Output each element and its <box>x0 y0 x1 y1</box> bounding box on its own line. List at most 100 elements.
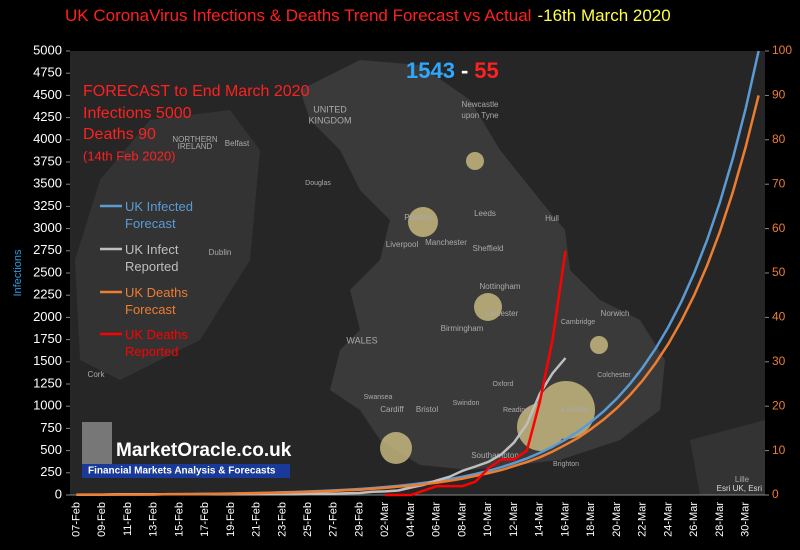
series-line <box>76 95 760 496</box>
headline-counts: 1543-55 <box>406 58 499 83</box>
y-tick-label: 3750 <box>33 153 62 168</box>
x-tick-label: 25-Feb <box>302 502 314 537</box>
x-tick-label: 27-Feb <box>328 502 340 537</box>
map-land <box>75 110 260 380</box>
y-tick-label: 2500 <box>33 264 62 279</box>
map-bubbles <box>380 152 608 464</box>
map-label: WALES <box>346 335 377 345</box>
y2-tick-label: 30 <box>772 354 786 368</box>
map-label: Lille <box>735 475 750 484</box>
infected-count: 1543 <box>406 58 455 83</box>
y-tick-label: 1750 <box>33 331 62 346</box>
map-label: Leicester <box>486 309 519 318</box>
logo-bar <box>82 464 290 478</box>
y-tick-label: 4000 <box>33 131 62 146</box>
map-label: Dublin <box>209 248 232 257</box>
map-label: Brighton <box>553 461 579 468</box>
map-label: KINGDOM <box>308 115 351 125</box>
map-label: Reading <box>503 407 529 414</box>
y2-tick-label: 100 <box>772 43 792 57</box>
map-label: Douglas <box>305 180 331 187</box>
y-tick-label: 3250 <box>33 198 62 213</box>
map-label: Cork <box>88 370 106 379</box>
series-line <box>385 250 567 497</box>
map-label: Manchester <box>425 238 467 247</box>
x-tick-label: 12-Mar <box>508 502 520 537</box>
y-tick-label: 3500 <box>33 176 62 191</box>
y-tick-label: 3000 <box>33 220 62 235</box>
x-tick-label: 13-Feb <box>148 502 160 537</box>
y-tick-label: 250 <box>40 464 62 479</box>
x-tick-label: 22-Mar <box>637 502 649 537</box>
map-label: Nottingham <box>480 282 521 291</box>
x-tick-label: 08-Mar <box>456 502 468 537</box>
y2-tick-label: 0 <box>772 487 779 501</box>
legend-label: UK Deaths Forecast <box>125 285 188 317</box>
y-tick-label: 4500 <box>33 87 62 102</box>
map-label: Sheffield <box>473 244 504 253</box>
map-bubble <box>474 293 502 321</box>
x-tick-label: 19-Feb <box>225 502 237 537</box>
map-label: Newcastle <box>462 100 499 109</box>
forecast-note: Infections 5000 <box>83 105 192 122</box>
map-label: Oxford <box>492 381 513 388</box>
map-label: Bristol <box>416 405 438 414</box>
forecast-note: Deaths 90 <box>83 126 156 143</box>
y2-tick-label: 70 <box>772 176 786 190</box>
y-tick-label: 4250 <box>33 109 62 124</box>
logo: MarketOracle.co.uk Financial Markets Ana… <box>82 422 292 478</box>
map-label: UNITED <box>313 104 347 114</box>
map-label: Cambridge <box>561 319 595 326</box>
legend-label: UK Infected Forecast <box>125 199 193 231</box>
attribution: Esri UK, Esri <box>717 484 763 493</box>
separator: - <box>461 58 468 83</box>
y-tick-label: 1000 <box>33 398 62 413</box>
deaths-count: 55 <box>474 58 498 83</box>
y-tick-label: 0 <box>55 486 62 501</box>
map-label: Colchester <box>597 372 631 379</box>
legend-label: UK Deaths Reported <box>125 327 188 359</box>
y-tick-label: 2750 <box>33 242 62 257</box>
y2-tick-label: 60 <box>772 221 786 235</box>
x-tick-label: 26-Mar <box>688 502 700 537</box>
map-label: London <box>562 405 589 414</box>
x-tick-label: 20-Mar <box>611 502 623 537</box>
map-bubble <box>380 432 412 464</box>
map-bubble <box>466 152 484 170</box>
map-label: Birmingham <box>441 324 484 333</box>
title: UK CoronaVirus Infections & Deaths Trend… <box>65 6 531 25</box>
x-tick-label: 15-Feb <box>173 502 185 537</box>
x-tick-label: 18-Mar <box>585 502 597 537</box>
x-tick-label: 11-Feb <box>122 502 134 536</box>
forecast-note: FORECAST to End March 2020 <box>83 83 310 100</box>
chart-title: UK CoronaVirus Infections & Deaths Trend… <box>65 6 671 25</box>
map-label: Liverpool <box>386 240 419 249</box>
y2-tick-label: 80 <box>772 132 786 146</box>
x-tick-label: 28-Mar <box>714 502 726 537</box>
x-tick-label: 02-Mar <box>379 502 391 537</box>
forecast-note: (14th Feb 2020) <box>83 148 176 163</box>
x-tick-label: 29-Feb <box>353 502 365 537</box>
y-axis-title: Infections <box>12 249 24 297</box>
x-tick-label: 04-Mar <box>405 502 417 537</box>
logo-tagline: Financial Markets Analysis & Forecasts <box>88 466 276 477</box>
map-label: Norwich <box>601 309 630 318</box>
map-label: upon Tyne <box>461 111 499 120</box>
y2-tick-label: 20 <box>772 398 786 412</box>
x-tick-label: 14-Mar <box>534 502 546 537</box>
map-label: IRELAND <box>178 142 213 151</box>
y-tick-label: 500 <box>40 442 62 457</box>
y2-tick-label: 50 <box>772 265 786 279</box>
x-tick-label: 09-Feb <box>96 502 108 537</box>
map-label: Swansea <box>364 394 393 401</box>
x-tick-label: 10-Mar <box>482 502 494 537</box>
map-label: Swindon <box>453 400 480 407</box>
y-tick-label: 4750 <box>33 65 62 80</box>
map-land <box>690 420 765 495</box>
legend-label: UK Infect Reported <box>125 242 179 274</box>
x-tick-label: 30-Mar <box>740 502 752 537</box>
map-label: Southampton <box>471 451 519 460</box>
y2-tick-label: 10 <box>772 443 786 457</box>
